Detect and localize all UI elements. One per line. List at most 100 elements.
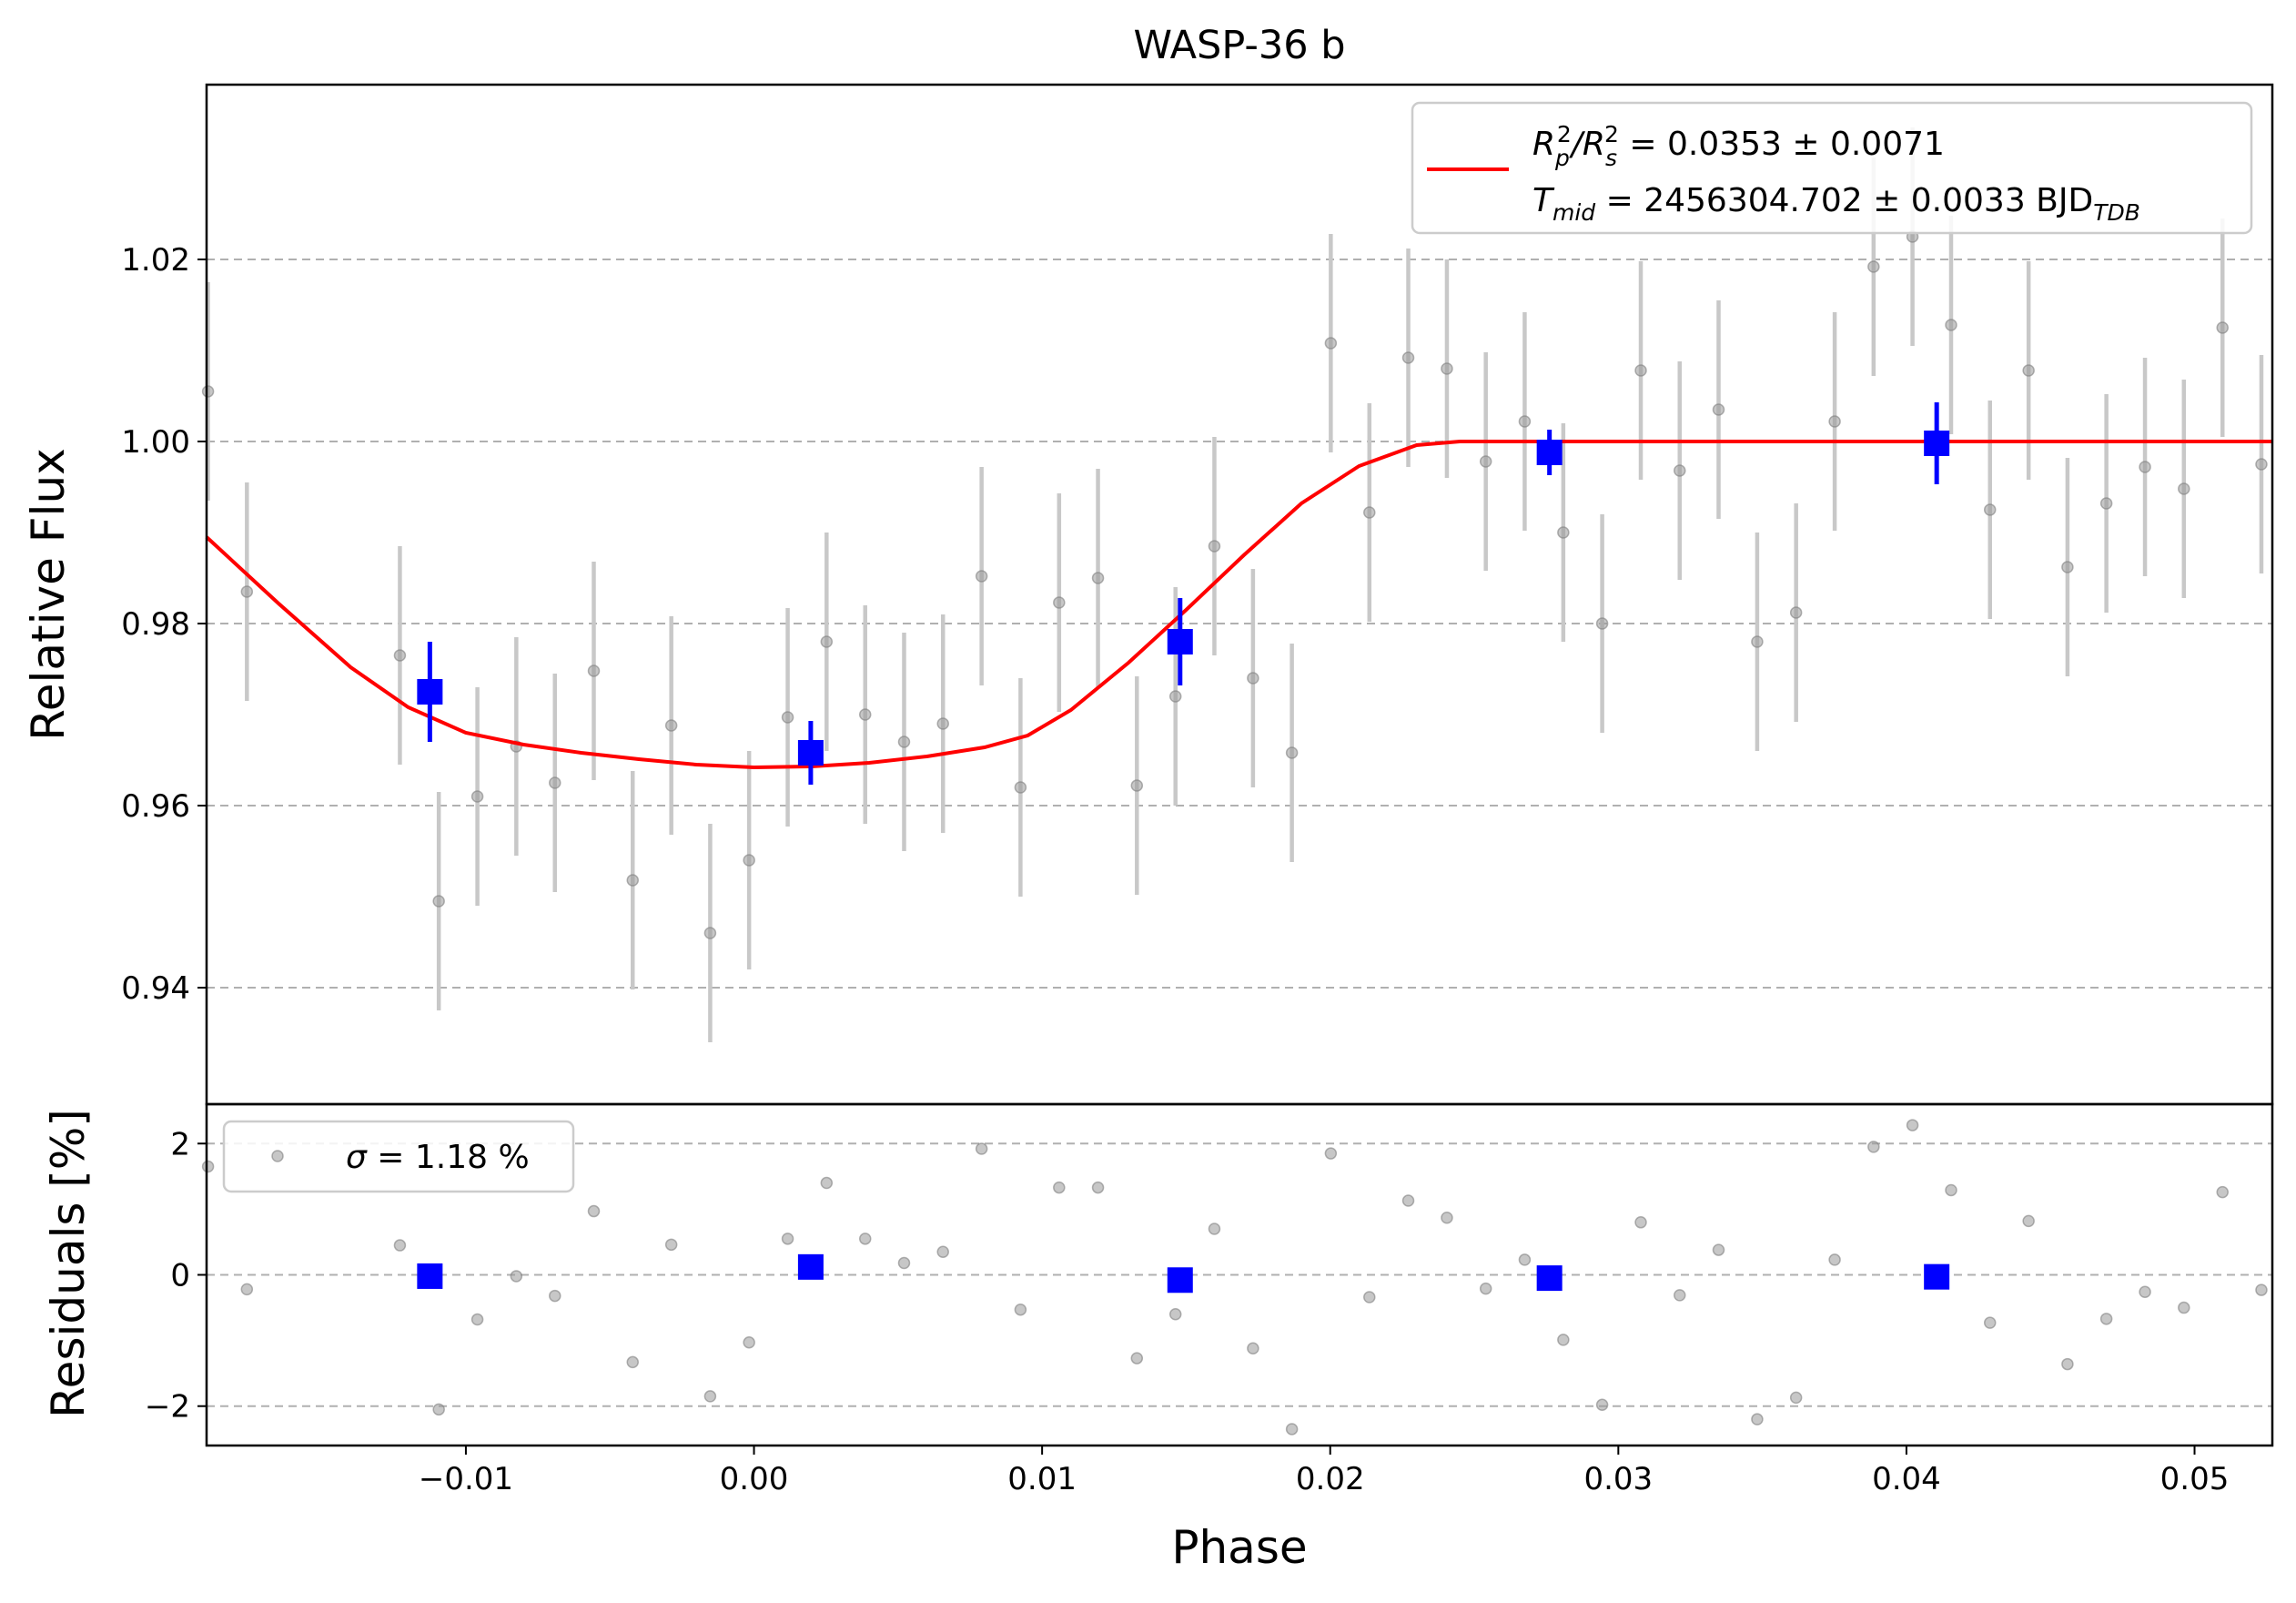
legend-entry-sigma: σ = 1.18 %	[346, 1139, 530, 1176]
binned-flux-point	[1924, 431, 1950, 456]
residual-data-point	[975, 1142, 988, 1155]
x-axis-label-phase: Phase	[1171, 1521, 1307, 1574]
residual-data-point	[1945, 1183, 1957, 1197]
flux-data-point	[2022, 364, 2035, 377]
flux-y-tick-label: 1.00	[121, 424, 190, 461]
residual-data-point	[1828, 1253, 1841, 1266]
residual-data-point	[1906, 1119, 1919, 1131]
flux-y-tick-label: 1.02	[121, 242, 190, 279]
residual-data-point	[1751, 1413, 1764, 1425]
flux-data-point	[393, 649, 407, 662]
flux-data-point	[1130, 779, 1144, 792]
binned-residual-point	[1924, 1263, 1950, 1290]
residual-data-point	[1091, 1181, 1105, 1194]
residual-data-point	[201, 1160, 215, 1173]
binned-residual-point	[797, 1253, 824, 1280]
flux-data-point	[1712, 403, 1725, 416]
residual-data-point	[626, 1355, 639, 1369]
residual-y-tick-label: −2	[145, 1389, 190, 1425]
flux-data-point	[858, 708, 872, 721]
flux-data-point	[1014, 781, 1027, 794]
legend-r-symbol: R	[1532, 126, 1555, 163]
flux-data-point	[781, 711, 794, 724]
flux-data-point	[1285, 746, 1299, 759]
residual-data-point	[1789, 1391, 1803, 1405]
flux-data-point	[1828, 415, 1841, 428]
legend-entry-radius-ratio: Rp2/Rs2 = 0.0353 ± 0.0071	[1532, 121, 1945, 171]
phase-x-tick-label: 0.00	[720, 1461, 789, 1497]
flux-data-point	[2139, 461, 2151, 473]
y-axis-label-residuals: Residuals [%]	[42, 1109, 95, 1418]
flux-data-point	[2061, 561, 2074, 573]
legend-r-sub-2: s	[1605, 145, 1617, 171]
legend-sigma-value: = 1.18 %	[367, 1139, 530, 1176]
flux-data-point	[1945, 319, 1957, 331]
binned-flux-point	[797, 740, 824, 766]
residual-data-point	[1285, 1423, 1299, 1436]
flux-data-point	[743, 854, 755, 867]
flux-data-point	[587, 665, 601, 677]
flux-data-point	[470, 790, 484, 803]
flux-data-point	[432, 895, 445, 908]
flux-y-tick-label: 0.96	[121, 788, 190, 825]
fit-legend: Rp2/Rs2 = 0.0353 ± 0.0071 Tmid = 2456304…	[1411, 101, 2253, 235]
residual-data-point	[470, 1313, 484, 1326]
residual-data-point	[1324, 1147, 1338, 1160]
residual-data-point	[2099, 1313, 2113, 1325]
flux-data-point	[626, 874, 639, 887]
residual-y-tick-label: 2	[170, 1126, 190, 1162]
transit-model-line	[205, 440, 2272, 770]
residual-data-point	[1168, 1308, 1182, 1321]
legend-t-sub: mid	[1553, 199, 1595, 226]
residual-data-point	[2178, 1301, 2190, 1314]
phase-x-tick-label: −0.01	[419, 1461, 513, 1497]
residuals-panel: 2 0 −2 −0.01 0.00 0.01 0.02 0.03 0.04 0.05 Resid…	[42, 1102, 2274, 1574]
flux-data-point	[201, 385, 215, 398]
flux-data-point	[2216, 321, 2229, 334]
residual-data-point	[781, 1233, 794, 1245]
chart-title: WASP-36 b	[1133, 23, 1345, 68]
residual-data-point	[1479, 1282, 1492, 1295]
flux-data-point	[1789, 606, 1803, 619]
residual-data-point	[703, 1390, 717, 1403]
flux-y-tick-label: 0.98	[121, 606, 190, 643]
residual-data-point	[1247, 1342, 1259, 1355]
light-curve-panel: 1.021.000.980.960.94 Relative Flux Rp2/R…	[22, 83, 2274, 1106]
sigma-legend: σ = 1.18 %	[222, 1120, 575, 1193]
flux-data-point	[664, 719, 678, 732]
residual-data-point	[1401, 1194, 1415, 1207]
binned-residual-point	[1167, 1267, 1193, 1294]
residual-data-point	[2255, 1283, 2268, 1296]
residual-data-point	[820, 1176, 834, 1190]
residual-data-point	[664, 1238, 678, 1252]
residual-data-point	[1363, 1291, 1376, 1304]
flux-data-point	[549, 776, 561, 789]
residual-data-point	[1674, 1289, 1686, 1302]
flux-data-point	[1168, 690, 1182, 703]
flux-data-point	[1983, 503, 1997, 516]
flux-data-point	[703, 927, 717, 939]
residual-data-point	[1208, 1223, 1221, 1235]
phase-x-tick-label: 0.05	[2160, 1461, 2230, 1497]
flux-data-point	[820, 635, 834, 648]
binned-residual-point	[417, 1263, 443, 1289]
legend-entry-tmid: Tmid = 2456304.702 ± 0.0033 BJDTDB	[1532, 182, 2140, 226]
residual-data-point	[743, 1336, 755, 1349]
residual-data-point	[1014, 1303, 1027, 1316]
flux-data-point	[1441, 362, 1453, 375]
legend-r-sup: 2	[1557, 121, 1572, 147]
flux-data-point	[1053, 596, 1066, 609]
residual-data-point	[897, 1256, 911, 1270]
residual-data-point	[2022, 1214, 2035, 1228]
legend-t-value: = 2456304.702 ± 0.0033 BJD	[1595, 182, 2093, 219]
residual-data-point	[1983, 1316, 1997, 1329]
flux-data-point	[2178, 482, 2190, 495]
flux-data-point	[240, 585, 254, 598]
residual-data-point	[2216, 1185, 2229, 1199]
residual-data-point	[2139, 1285, 2151, 1298]
y-axis-label-flux: Relative Flux	[22, 448, 75, 740]
residual-data-point	[510, 1270, 523, 1283]
legend-r-value: = 0.0353 ± 0.0071	[1619, 126, 1945, 163]
residual-y-tick-label: 0	[170, 1258, 190, 1294]
